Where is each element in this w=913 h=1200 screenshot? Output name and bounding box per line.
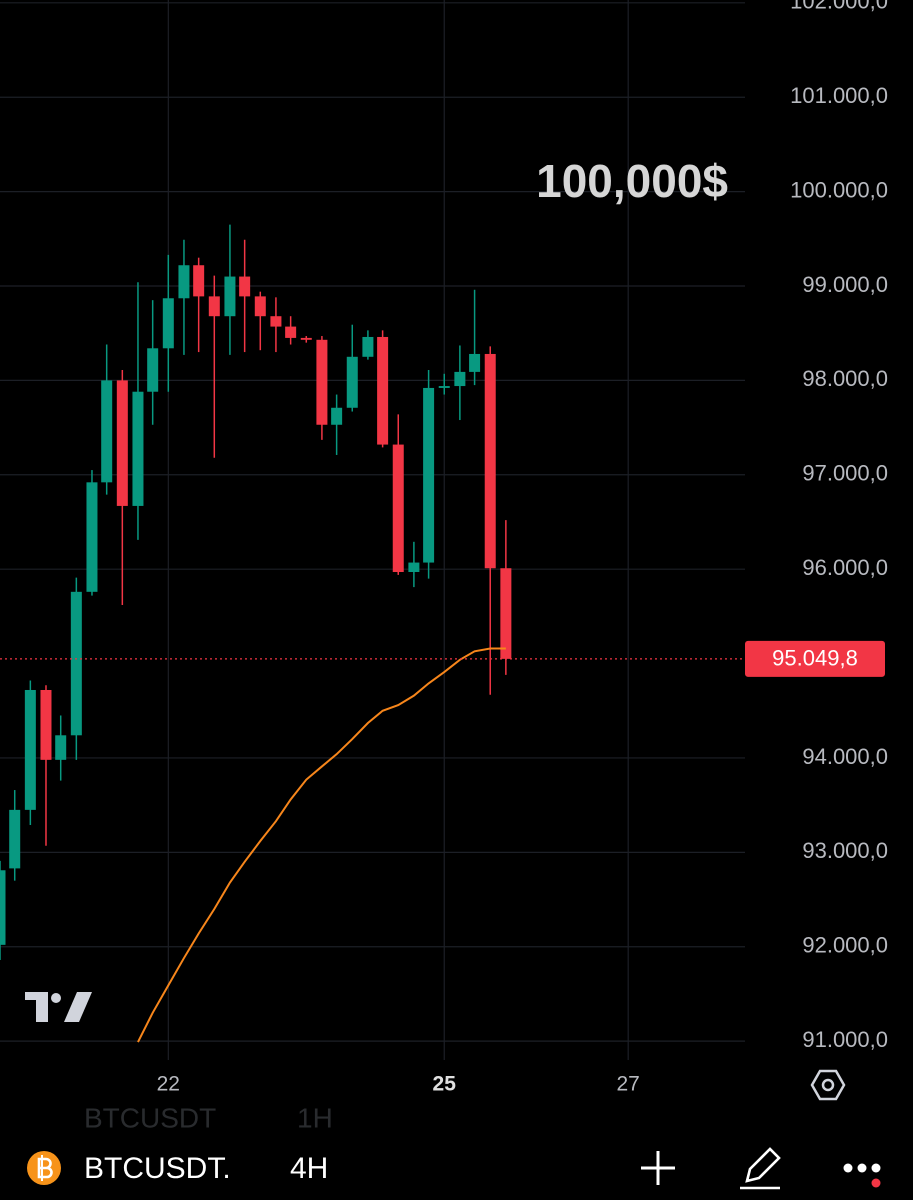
candle-body (438, 386, 450, 388)
y-tick-label: 98.000,0 (802, 366, 888, 391)
y-tick-label: 101.000,0 (790, 83, 888, 108)
candle-body (254, 296, 266, 317)
ghost-symbol: BTCUSDT (84, 1102, 216, 1133)
y-tick-label: 99.000,0 (802, 272, 888, 297)
candle-body (208, 296, 220, 317)
candle-body (454, 371, 466, 387)
x-tick-label: 22 (157, 1073, 180, 1096)
last-price-badge (745, 640, 885, 677)
ghost-interval: 1H (297, 1102, 333, 1133)
y-tick-label: 100.000,0 (790, 177, 888, 202)
candle-body (9, 809, 21, 869)
y-tick-label: 96.000,0 (802, 555, 888, 580)
add-button[interactable] (641, 1151, 675, 1185)
candle-body (132, 391, 144, 506)
candle-body (423, 387, 435, 563)
candle-body (285, 326, 297, 338)
candle-body (224, 276, 236, 317)
candle-body (162, 298, 174, 349)
candle-body (101, 380, 113, 483)
x-tick-label: 25 (433, 1073, 457, 1096)
more-button[interactable] (843, 1163, 881, 1188)
symbol[interactable]: BTCUSDT. (84, 1152, 231, 1185)
candle-body (24, 689, 36, 810)
candle-body (40, 689, 52, 760)
candle-body (408, 562, 420, 573)
y-tick-label: 91.000,0 (802, 1027, 888, 1052)
x-tick-label: 27 (617, 1073, 640, 1096)
candle-body (116, 380, 128, 506)
candle-body (484, 353, 496, 569)
draw-button[interactable] (740, 1147, 781, 1190)
candle-body (239, 276, 251, 297)
candle-body (86, 482, 98, 592)
candle-body (377, 336, 389, 445)
candle-body (469, 353, 481, 372)
interval[interactable]: 4H (290, 1152, 328, 1185)
candle-body (55, 735, 67, 760)
y-tick-label: 102.000,0 (790, 0, 888, 14)
candle-body (0, 870, 6, 945)
bitcoin-icon (27, 1151, 61, 1185)
candle-body (70, 591, 82, 736)
y-tick-label: 92.000,0 (802, 933, 888, 958)
candle-body (316, 339, 328, 425)
candle-body (331, 407, 343, 425)
last-price-label: 95.049,8 (772, 646, 858, 671)
tradingview-logo (25, 992, 92, 1022)
candle-body (500, 568, 512, 659)
candle-body (147, 348, 159, 392)
moving-average-line (137, 647, 506, 1043)
candle-body (193, 265, 205, 297)
y-tick-label: 97.000,0 (802, 461, 888, 486)
annotation: 100,000$ (536, 155, 728, 207)
candle-body (270, 316, 282, 327)
plot-area (0, 224, 745, 1043)
candle-body (392, 444, 404, 573)
candle-body (346, 356, 358, 408)
axes: 91.000,0 92.000,0 93.000,0 94.000,0 96.000,0… (157, 0, 888, 1096)
candle-body (300, 337, 312, 340)
candle-body (178, 265, 190, 299)
candle-body (362, 336, 374, 357)
y-tick-label: 93.000,0 (802, 838, 888, 863)
settings-icon[interactable] (810, 1069, 846, 1101)
y-tick-label: 94.000,0 (802, 744, 888, 769)
